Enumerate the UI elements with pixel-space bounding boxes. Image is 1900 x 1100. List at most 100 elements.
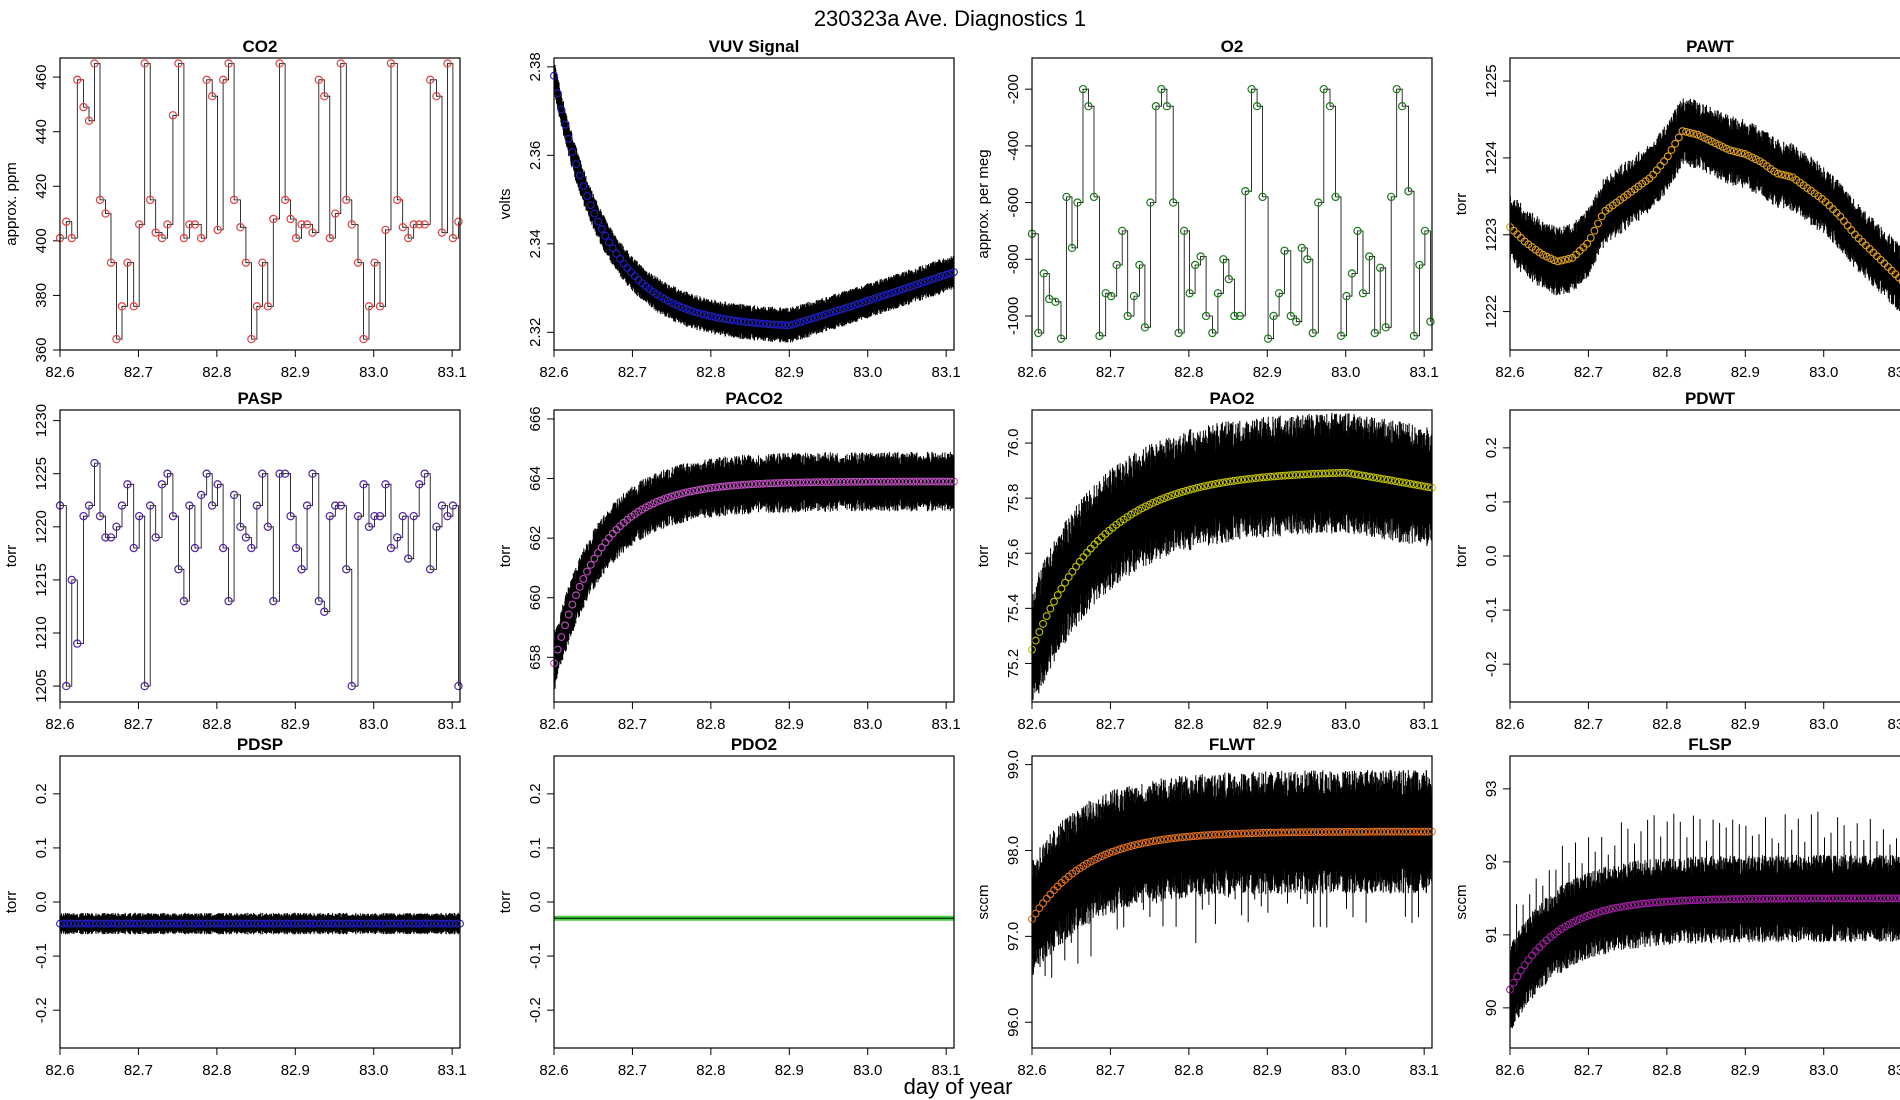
point-pawt bbox=[1557, 256, 1566, 265]
ytick-label-pawt: 1224 bbox=[1483, 141, 1500, 174]
point-vuv bbox=[935, 273, 944, 281]
point-pao2 bbox=[1226, 477, 1235, 486]
point-vuv bbox=[781, 321, 790, 330]
ytick-label-pdsp: 0.0 bbox=[33, 892, 50, 913]
point-pasp bbox=[229, 490, 239, 500]
ytick-label-pao2: 75.6 bbox=[1005, 539, 1022, 568]
panel-title-pao2: PAO2 bbox=[1209, 389, 1254, 408]
point-flwt bbox=[1097, 852, 1106, 861]
point-vuv bbox=[748, 318, 757, 327]
xtick-label-pao2: 82.6 bbox=[1017, 716, 1046, 733]
panel-flwt: FLWT sccm 82.6 82.7 82.8 82.9 83.0 83.1 96.0 97.0… bbox=[975, 735, 1439, 1079]
point-vuv bbox=[689, 307, 698, 316]
point-pasp bbox=[202, 469, 211, 478]
point-paco2 bbox=[671, 491, 680, 500]
point-paco2 bbox=[733, 481, 742, 490]
point-paco2 bbox=[656, 496, 665, 505]
point-co2 bbox=[320, 92, 329, 101]
point-pasp bbox=[218, 543, 228, 553]
ytick-label-vuv: 2.34 bbox=[527, 229, 544, 258]
point-pao2 bbox=[1039, 619, 1047, 628]
ytick-label-pasp: 1215 bbox=[33, 563, 50, 596]
point-o2 bbox=[1135, 260, 1144, 270]
point-co2 bbox=[375, 302, 385, 311]
point-o2 bbox=[1252, 101, 1262, 111]
xtick-label-pao2: 82.9 bbox=[1253, 716, 1282, 733]
point-vuv bbox=[906, 282, 914, 291]
point-pasp bbox=[415, 480, 424, 489]
point-vuv bbox=[733, 317, 742, 325]
point-vuv bbox=[682, 305, 691, 313]
point-flsp bbox=[1898, 895, 1900, 902]
point-flsp bbox=[1645, 899, 1654, 908]
series-pao2 bbox=[1028, 412, 1436, 700]
point-o2 bbox=[1319, 84, 1328, 94]
point-pao2 bbox=[1193, 483, 1202, 492]
xtick-label-pao2: 83.0 bbox=[1331, 716, 1360, 733]
xtick-label-pdo2: 82.6 bbox=[539, 1062, 568, 1079]
point-vuv bbox=[803, 316, 812, 325]
point-pao2 bbox=[1295, 470, 1304, 479]
point-pao2 bbox=[1204, 481, 1213, 490]
point-co2 bbox=[179, 233, 189, 243]
xtick-label-flsp: 82.8 bbox=[1652, 1062, 1681, 1079]
point-pao2 bbox=[1292, 470, 1301, 479]
point-pawt bbox=[1744, 151, 1753, 160]
point-pasp bbox=[269, 596, 278, 606]
point-pasp bbox=[190, 543, 200, 553]
point-flsp bbox=[1682, 896, 1691, 905]
point-pasp bbox=[286, 511, 295, 521]
point-paco2 bbox=[707, 483, 716, 492]
point-flwt bbox=[1204, 831, 1213, 840]
point-pawt bbox=[1726, 146, 1735, 155]
panel-co2: CO2 approx. ppm 82.6 82.7 82.8 82.9 83.0 83.1 36… bbox=[3, 37, 467, 381]
point-paco2 bbox=[557, 633, 566, 641]
point-pasp bbox=[101, 533, 110, 542]
point-pasp bbox=[252, 501, 262, 510]
xtick-label-vuv: 83.0 bbox=[853, 364, 882, 381]
point-pawt bbox=[1564, 254, 1573, 263]
point-pawt bbox=[1748, 153, 1757, 162]
point-flwt bbox=[1156, 836, 1165, 844]
point-o2 bbox=[1426, 317, 1435, 326]
point-pao2 bbox=[1259, 473, 1268, 482]
point-vuv bbox=[828, 308, 837, 317]
point-vuv bbox=[869, 295, 878, 303]
point-paco2 bbox=[693, 486, 702, 495]
point-pasp bbox=[145, 501, 155, 510]
point-vuv bbox=[711, 313, 720, 322]
ytick-label-pdwt: 0.0 bbox=[1483, 546, 1500, 567]
ytick-label-flsp: 90 bbox=[1483, 1000, 1500, 1017]
point-pasp bbox=[174, 565, 183, 574]
point-co2 bbox=[331, 209, 340, 218]
point-flwt bbox=[1189, 832, 1198, 841]
series-o2 bbox=[1027, 84, 1435, 343]
point-vuv bbox=[704, 311, 713, 320]
point-paco2 bbox=[594, 548, 602, 557]
point-vuv bbox=[795, 318, 804, 327]
point-co2 bbox=[308, 228, 317, 237]
ytick-label-pawt: 1223 bbox=[1483, 218, 1500, 251]
point-vuv bbox=[678, 303, 687, 312]
point-pasp bbox=[314, 596, 324, 606]
point-pao2 bbox=[1218, 478, 1227, 487]
point-pasp bbox=[90, 458, 99, 468]
point-paco2 bbox=[737, 480, 746, 489]
point-o2 bbox=[1051, 297, 1060, 307]
xtick-label-o2: 83.1 bbox=[1410, 364, 1439, 381]
xtick-label-o2: 82.6 bbox=[1017, 364, 1046, 381]
point-vuv bbox=[898, 285, 907, 294]
xtick-label-co2: 82.7 bbox=[124, 364, 153, 381]
xtick-label-pdo2: 83.1 bbox=[932, 1062, 961, 1079]
point-paco2 bbox=[583, 567, 591, 576]
ylabel-vuv: volts bbox=[497, 189, 514, 220]
point-vuv bbox=[568, 147, 577, 156]
point-flwt bbox=[1130, 841, 1139, 850]
point-vuv bbox=[744, 318, 753, 327]
point-vuv bbox=[839, 304, 848, 313]
point-vuv bbox=[854, 299, 863, 308]
point-pao2 bbox=[1248, 474, 1257, 483]
ytick-label-pasp: 1225 bbox=[33, 457, 50, 490]
point-flwt bbox=[1145, 837, 1154, 846]
point-co2 bbox=[218, 75, 228, 85]
